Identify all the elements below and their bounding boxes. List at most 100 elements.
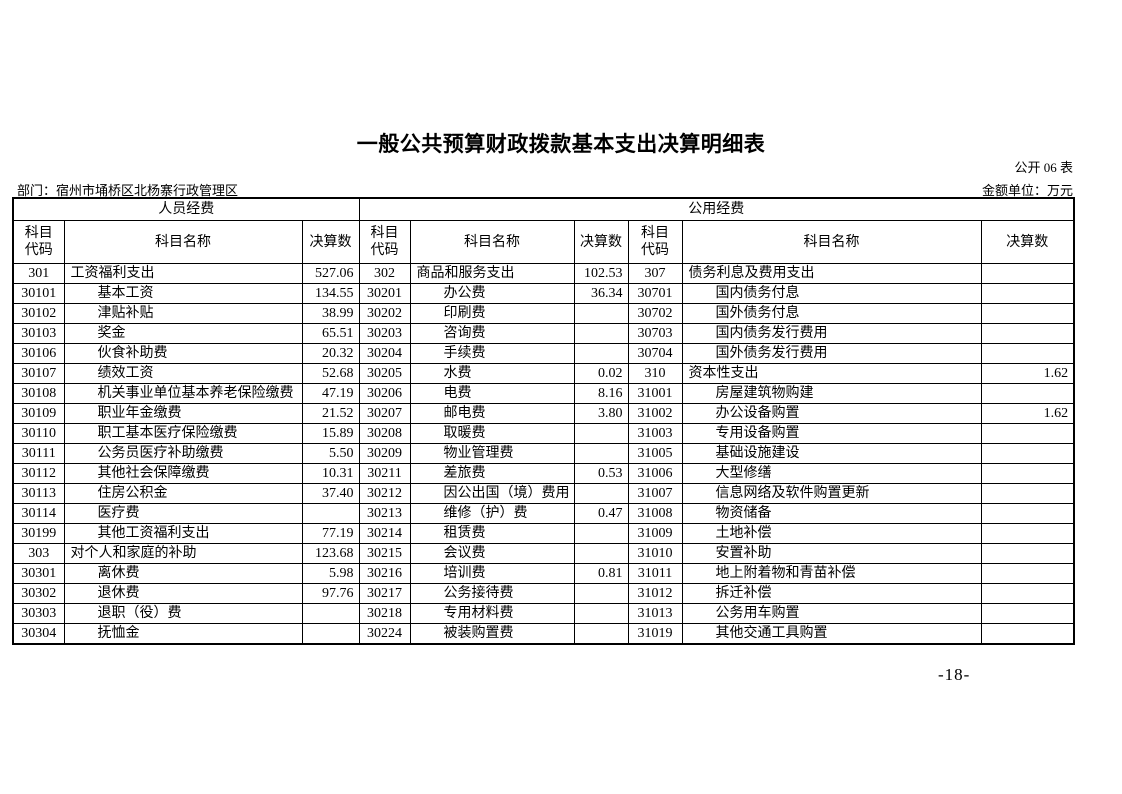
subject-code-cell: 30704 — [627, 343, 683, 364]
subject-code-cell: 31013 — [627, 603, 683, 624]
subject-name-cell: 工资福利支出 — [63, 263, 303, 284]
subject-name-cell: 离休费 — [63, 563, 303, 584]
subject-name-cell: 因公出国（境）费用 — [409, 483, 575, 504]
amount-cell — [573, 623, 629, 645]
subject-code-cell: 307 — [627, 263, 683, 284]
subject-name-cell: 伙食补助费 — [63, 343, 303, 364]
subject-name-cell: 国外债务付息 — [681, 303, 982, 324]
amount-cell — [980, 603, 1075, 624]
subject-code-cell: 31008 — [627, 503, 683, 524]
amount-cell: 0.53 — [573, 463, 629, 484]
subject-name-cell: 公务接待费 — [409, 583, 575, 604]
amount-cell — [980, 503, 1075, 524]
subject-code-cell: 30107 — [12, 363, 65, 384]
subject-code-cell: 30110 — [12, 423, 65, 444]
subject-code-cell: 30101 — [12, 283, 65, 304]
subject-code-cell: 30114 — [12, 503, 65, 524]
subject-name-cell: 基础设施建设 — [681, 443, 982, 464]
subject-code-cell: 31010 — [627, 543, 683, 564]
subject-name-cell: 机关事业单位基本养老保险缴费 — [63, 383, 303, 404]
subject-name-cell: 培训费 — [409, 563, 575, 584]
column-header-subject-name-1: 科目名称 — [63, 220, 303, 264]
amount-cell — [573, 423, 629, 444]
budget-detail-table: 人员经费 公用经费 科目 代码 科目名称 决算数 科目 代码 科目名称 决算数 … — [12, 197, 1076, 645]
amount-cell — [980, 383, 1075, 404]
subject-code-cell: 30224 — [358, 623, 411, 645]
subject-name-cell: 土地补偿 — [681, 523, 982, 544]
subject-code-cell: 30302 — [12, 583, 65, 604]
subject-name-cell: 大型修缮 — [681, 463, 982, 484]
table-row: 30111 公务员医疗补助缴费 5.50 30209 物业管理费 31005 基础设施建设 — [12, 443, 1075, 464]
column-header-final-amount-1: 决算数 — [301, 220, 360, 264]
amount-cell — [573, 583, 629, 604]
subject-name-cell: 房屋建筑物购建 — [681, 383, 982, 404]
subject-name-cell: 电费 — [409, 383, 575, 404]
amount-cell — [573, 603, 629, 624]
amount-cell — [980, 323, 1075, 344]
amount-cell: 47.19 — [301, 383, 360, 404]
subject-name-cell: 奖金 — [63, 323, 303, 344]
subject-code-cell: 31006 — [627, 463, 683, 484]
amount-cell — [980, 483, 1075, 504]
amount-cell — [980, 523, 1075, 544]
amount-cell: 36.34 — [573, 283, 629, 304]
amount-cell — [980, 303, 1075, 324]
subject-code-cell: 31011 — [627, 563, 683, 584]
column-header-subject-name-2: 科目名称 — [409, 220, 575, 264]
subject-name-cell: 会议费 — [409, 543, 575, 564]
amount-cell: 1.62 — [980, 363, 1075, 384]
subject-code-cell: 31002 — [627, 403, 683, 424]
subject-code-cell: 30304 — [12, 623, 65, 645]
amount-cell — [573, 523, 629, 544]
subject-name-cell: 医疗费 — [63, 503, 303, 524]
subject-name-cell: 安置补助 — [681, 543, 982, 564]
amount-cell: 1.62 — [980, 403, 1075, 424]
subject-code-cell: 31005 — [627, 443, 683, 464]
amount-cell — [980, 443, 1075, 464]
amount-cell: 15.89 — [301, 423, 360, 444]
amount-cell — [301, 503, 360, 524]
subject-code-cell: 30102 — [12, 303, 65, 324]
amount-cell — [573, 323, 629, 344]
subject-name-cell: 地上附着物和青苗补偿 — [681, 563, 982, 584]
amount-cell: 37.40 — [301, 483, 360, 504]
amount-cell — [301, 623, 360, 645]
subject-code-cell: 30301 — [12, 563, 65, 584]
subject-name-cell: 公务用车购置 — [681, 603, 982, 624]
section-header-personnel-funds: 人员经费 — [12, 197, 360, 221]
subject-name-cell: 取暖费 — [409, 423, 575, 444]
subject-name-cell: 办公费 — [409, 283, 575, 304]
table-row: 30101 基本工资 134.55 30201 办公费 36.34 30701 国内债务付息 — [12, 283, 1075, 304]
amount-cell — [573, 543, 629, 564]
amount-cell: 134.55 — [301, 283, 360, 304]
amount-cell: 77.19 — [301, 523, 360, 544]
subject-code-cell: 30701 — [627, 283, 683, 304]
subject-name-cell: 印刷费 — [409, 303, 575, 324]
amount-cell: 3.80 — [573, 403, 629, 424]
amount-cell — [980, 583, 1075, 604]
subject-name-cell: 住房公积金 — [63, 483, 303, 504]
amount-cell — [980, 283, 1075, 304]
subject-code-cell: 30199 — [12, 523, 65, 544]
subject-code-cell: 30215 — [358, 543, 411, 564]
table-row: 30304 抚恤金 30224 被装购置费 31019 其他交通工具购置 — [12, 623, 1075, 645]
subject-code-cell: 30207 — [358, 403, 411, 424]
subject-code-cell: 30202 — [358, 303, 411, 324]
subject-code-cell: 30103 — [12, 323, 65, 344]
subject-name-cell: 资本性支出 — [681, 363, 982, 384]
page-title: 一般公共预算财政拨款基本支出决算明细表 — [356, 133, 766, 156]
subject-name-cell: 物资储备 — [681, 503, 982, 524]
subject-code-cell: 30216 — [358, 563, 411, 584]
subject-name-cell: 咨询费 — [409, 323, 575, 344]
table-row: 30106 伙食补助费 20.32 30204 手续费 30704 国外债务发行费用 — [12, 343, 1075, 364]
subject-name-cell: 职工基本医疗保险缴费 — [63, 423, 303, 444]
subject-code-cell: 30209 — [358, 443, 411, 464]
subject-name-cell: 信息网络及软件购置更新 — [681, 483, 982, 504]
subject-code-cell: 30303 — [12, 603, 65, 624]
subject-name-cell: 职业年金缴费 — [63, 403, 303, 424]
amount-cell — [980, 463, 1075, 484]
column-header-subject-code-1: 科目 代码 — [12, 220, 65, 264]
subject-code-cell: 30201 — [358, 283, 411, 304]
table-row: 30110 职工基本医疗保险缴费 15.89 30208 取暖费 31003 专用设备购置 — [12, 423, 1075, 444]
subject-name-cell: 其他社会保障缴费 — [63, 463, 303, 484]
